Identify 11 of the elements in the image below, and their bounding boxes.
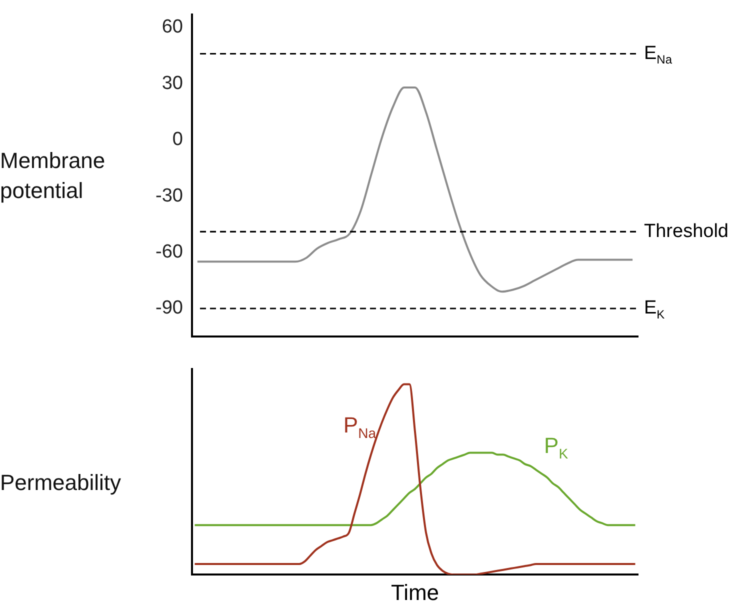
ref-line-label: Threshold — [644, 220, 728, 242]
y-tick-label: 30 — [162, 72, 183, 94]
y-tick-label: 0 — [172, 129, 183, 150]
line-series — [196, 86, 634, 293]
y-tick-label: 60 — [162, 16, 183, 38]
y-tick-label: -60 — [156, 242, 183, 263]
y-axis-title: Permeability — [0, 469, 122, 497]
x-axis-title: Time — [390, 580, 440, 605]
y-tick-label: -30 — [156, 185, 183, 206]
y-tick-label: -90 — [156, 298, 183, 319]
y-axis-title: Membrane potential — [0, 146, 106, 205]
